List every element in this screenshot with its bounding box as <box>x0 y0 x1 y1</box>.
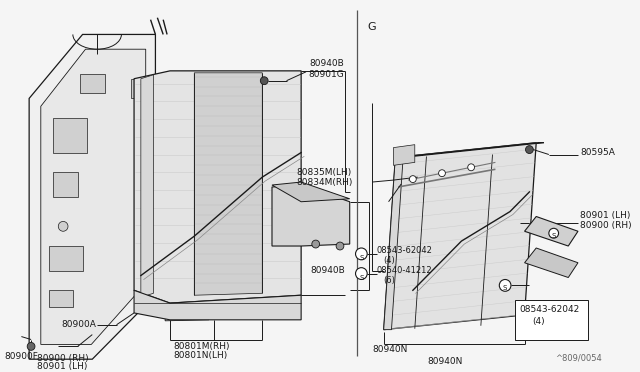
Polygon shape <box>384 157 403 330</box>
Text: 80801M(RH): 80801M(RH) <box>173 343 229 352</box>
Text: 80901 (LH): 80901 (LH) <box>37 362 87 371</box>
Polygon shape <box>49 246 83 270</box>
Text: 80595A: 80595A <box>580 148 615 157</box>
Polygon shape <box>53 118 88 153</box>
Circle shape <box>356 248 367 260</box>
Polygon shape <box>525 217 578 246</box>
Text: 80940B: 80940B <box>309 60 344 68</box>
Text: 80900 (RH): 80900 (RH) <box>37 354 88 363</box>
Text: 08543-62042: 08543-62042 <box>520 305 580 314</box>
Text: ^809/0054: ^809/0054 <box>556 353 602 362</box>
Text: S: S <box>359 255 364 261</box>
Polygon shape <box>525 248 578 278</box>
Polygon shape <box>49 290 73 307</box>
Polygon shape <box>131 79 146 99</box>
Polygon shape <box>195 73 262 295</box>
Polygon shape <box>272 185 349 246</box>
Text: 80940N: 80940N <box>372 345 408 354</box>
Circle shape <box>260 77 268 85</box>
Circle shape <box>356 268 367 279</box>
Text: S: S <box>503 285 508 291</box>
Text: 80834M(RH): 80834M(RH) <box>296 177 353 186</box>
Text: 80900 (RH): 80900 (RH) <box>580 221 632 230</box>
Polygon shape <box>29 35 156 359</box>
Circle shape <box>438 170 445 177</box>
Text: (6): (6) <box>384 276 396 285</box>
Polygon shape <box>272 182 349 202</box>
Polygon shape <box>396 143 544 157</box>
Text: 80900A: 80900A <box>61 320 96 329</box>
Text: 08543-62042: 08543-62042 <box>377 246 433 256</box>
Text: 80940N: 80940N <box>428 357 463 366</box>
Text: G: G <box>367 22 376 32</box>
Polygon shape <box>53 172 77 197</box>
Circle shape <box>336 242 344 250</box>
Circle shape <box>468 164 474 171</box>
Polygon shape <box>134 290 301 320</box>
Polygon shape <box>165 307 209 321</box>
Polygon shape <box>384 143 536 330</box>
Text: (4): (4) <box>384 256 396 265</box>
Text: S: S <box>359 275 364 280</box>
Circle shape <box>549 228 559 238</box>
Text: 80900F: 80900F <box>5 352 39 361</box>
Polygon shape <box>214 303 272 317</box>
Circle shape <box>410 176 416 183</box>
Circle shape <box>27 343 35 350</box>
Text: 80801N(LH): 80801N(LH) <box>173 351 227 360</box>
Polygon shape <box>141 75 154 297</box>
Polygon shape <box>79 74 105 93</box>
Circle shape <box>312 240 319 248</box>
Text: 80940B: 80940B <box>311 266 346 275</box>
Polygon shape <box>134 71 301 303</box>
Polygon shape <box>394 145 415 165</box>
Text: 80901G: 80901G <box>308 70 344 79</box>
Circle shape <box>58 221 68 231</box>
Text: 80901 (LH): 80901 (LH) <box>580 211 630 220</box>
Polygon shape <box>41 49 146 344</box>
Text: 08540-41212: 08540-41212 <box>377 266 433 275</box>
Circle shape <box>499 279 511 291</box>
Text: (4): (4) <box>532 317 545 326</box>
Text: 80835M(LH): 80835M(LH) <box>296 168 351 177</box>
Polygon shape <box>515 300 588 340</box>
Text: S: S <box>552 233 556 239</box>
Circle shape <box>525 146 533 154</box>
